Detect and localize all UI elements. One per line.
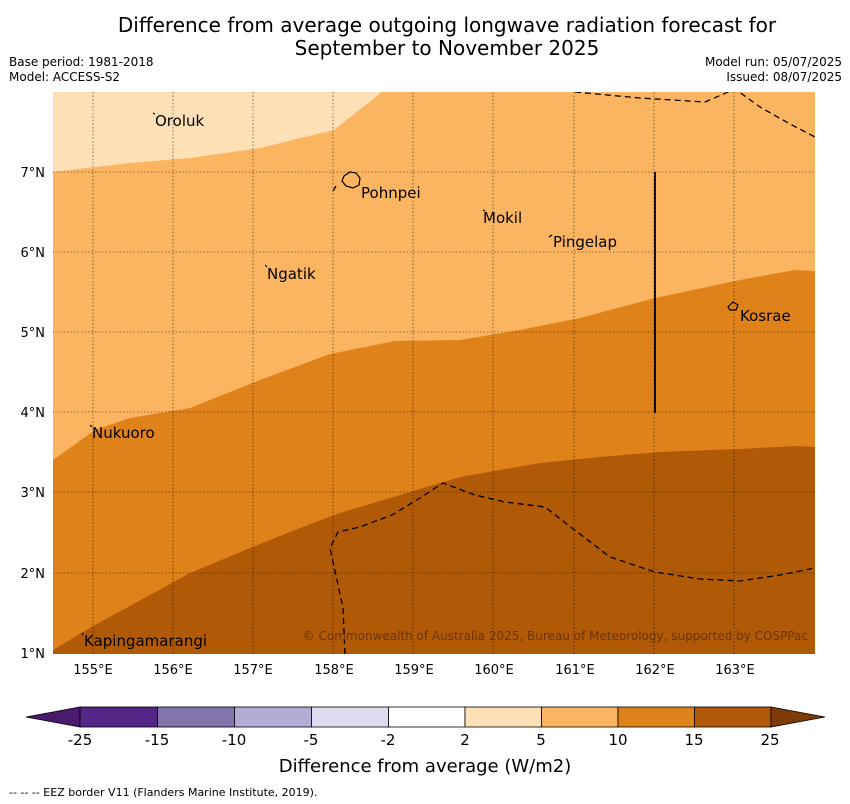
title-line-1: Difference from average outgoing longwav…: [117, 13, 777, 37]
issued-date: Issued: 08/07/2025: [726, 70, 842, 84]
meta-right: Model run: 05/07/2025 Issued: 08/07/2025: [705, 55, 842, 85]
island-outlines: [81, 112, 739, 636]
title-line-2: September to November 2025: [294, 36, 600, 60]
lon-label: 161°E: [555, 663, 595, 678]
place-labels: Oroluk Pohnpei Mokil Pingelap Ngatik Kos…: [84, 112, 791, 650]
label-pingelap: Pingelap: [553, 233, 617, 251]
colorbar-swatch: [464, 706, 542, 728]
kosrae-island-outline: [727, 301, 739, 311]
label-kosrae: Kosrae: [740, 307, 791, 325]
colorbar-tick: -5: [304, 731, 319, 749]
island-mark-mokil: [482, 209, 486, 212]
meta-left: Base period: 1981-2018 Model: ACCESS-S2: [9, 55, 154, 85]
lat-label: 5°N: [21, 326, 46, 341]
eez-border: [329, 92, 815, 654]
colorbar-tick: -25: [68, 731, 93, 749]
pohnpei-island-outline: [341, 171, 361, 189]
island-mark-oroluk: [152, 112, 156, 115]
island-mark-kapingamarangi: [81, 632, 84, 636]
colorbar-tick: -15: [145, 731, 170, 749]
colorbar-swatch: [388, 706, 466, 728]
lon-label: 162°E: [635, 663, 675, 678]
lat-label: 1°N: [21, 647, 46, 662]
colorbar-swatch: [157, 706, 235, 728]
colorbar-swatch: [79, 706, 158, 728]
colorbar-tick: 25: [760, 731, 779, 749]
grid-lines: [53, 92, 815, 654]
colorbar-swatch: [541, 706, 619, 728]
lat-label: 6°N: [21, 246, 46, 261]
colorbar-swatch: [617, 706, 695, 728]
colorbar-arrow-low: [25, 706, 81, 728]
island-mark-pingelap: [548, 234, 553, 238]
base-period: Base period: 1981-2018: [9, 55, 154, 69]
colorbar-title: Difference from average (W/m2): [279, 756, 571, 777]
colorbar-tick: 5: [536, 731, 546, 749]
lon-label: 157°E: [233, 663, 273, 678]
label-pohnpei: Pohnpei: [361, 184, 421, 202]
band-2-5: [53, 92, 382, 172]
colorbar-swatch: [311, 706, 389, 728]
colorbar-tick: -10: [222, 731, 247, 749]
model-name: Model: ACCESS-S2: [9, 70, 121, 84]
lon-label: 156°E: [153, 663, 193, 678]
lat-label: 4°N: [21, 406, 46, 421]
copyright-notice: © Commonwealth of Australia 2025, Bureau…: [303, 629, 808, 643]
colorbar-swatch: [234, 706, 312, 728]
label-oroluk: Oroluk: [155, 112, 204, 130]
lon-label: 163°E: [715, 663, 755, 678]
colorbar-tick: 10: [608, 731, 627, 749]
lon-label: 160°E: [474, 663, 514, 678]
label-kapingamarangi: Kapingamarangi: [84, 632, 207, 650]
colorbar-tick: 15: [684, 731, 703, 749]
colorbar-tick: 2: [460, 731, 470, 749]
colorbar-swatch: [694, 706, 772, 728]
island-mark-nukuoro: [89, 424, 93, 428]
lat-label: 7°N: [21, 166, 46, 181]
lon-label: 155°E: [73, 663, 113, 678]
map-plot: Oroluk Pohnpei Mokil Pingelap Ngatik Kos…: [53, 92, 815, 654]
island-mark-ngatik: [264, 264, 268, 268]
label-nukuoro: Nukuoro: [92, 424, 155, 442]
eez-legend-note: -- -- -- EEZ border V11 (Flanders Marine…: [9, 786, 318, 799]
lat-axis-labels: 1°N 2°N 3°N 4°N 5°N 6°N 7°N: [21, 166, 46, 662]
colorbar-tick: -2: [381, 731, 396, 749]
lon-axis-labels: 155°E 156°E 157°E 158°E 159°E 160°E 161°…: [73, 663, 755, 678]
label-mokil: Mokil: [483, 209, 522, 227]
lat-label: 3°N: [21, 486, 46, 501]
label-ngatik: Ngatik: [267, 265, 316, 283]
colorbar-arrow-high: [770, 706, 826, 728]
model-run: Model run: 05/07/2025: [704, 55, 842, 69]
lon-label: 159°E: [394, 663, 434, 678]
lat-label: 2°N: [21, 567, 46, 582]
colorbar: -25 -15 -10 -5 -2 2 5 10 15 25 Differenc…: [25, 706, 826, 777]
band-15-25: [53, 446, 815, 654]
map-title: Difference from average outgoing longwav…: [0, 14, 850, 60]
colorbar-tick-labels: -25 -15 -10 -5 -2 2 5 10 15 25: [68, 731, 780, 749]
lon-label: 158°E: [314, 663, 354, 678]
